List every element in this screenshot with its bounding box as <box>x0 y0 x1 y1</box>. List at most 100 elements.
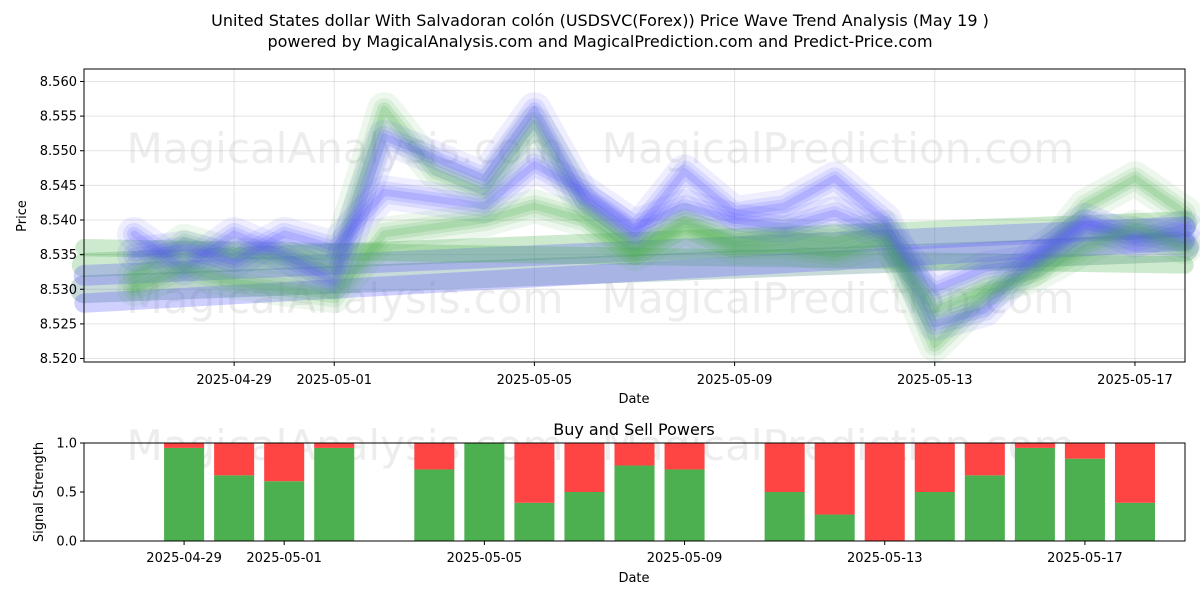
price-x-tick-label: 2025-05-05 <box>497 373 573 388</box>
price-y-tick-label: 8.525 <box>40 317 77 332</box>
sell-power-bar <box>964 443 1005 476</box>
price-wave-line-green <box>117 189 1200 327</box>
price-x-tick-label: 2025-04-29 <box>196 373 272 388</box>
price-wave-line-blue <box>117 92 1200 341</box>
buy-power-bar <box>1114 502 1155 541</box>
price-y-axis-label: Price <box>15 200 30 232</box>
price-wave-series <box>117 92 1200 362</box>
buy-power-bar <box>564 492 605 541</box>
price-wave-line-blue <box>123 98 1196 335</box>
price-wave-line-green <box>123 98 1196 356</box>
price-y-ticks: 8.520 8.525 8.530 8.535 8.540 8.545 8.550 8.555… <box>40 75 84 367</box>
price-wave-line-blue <box>117 147 1200 307</box>
sell-power-bar <box>1064 443 1105 459</box>
price-wave-line-blue <box>127 157 1192 297</box>
sell-power-bar <box>514 443 555 503</box>
trend-band-green <box>75 239 1194 274</box>
buy-power-bar <box>964 475 1005 541</box>
buy-power-bar <box>914 492 955 541</box>
price-wave-line-green <box>127 102 1192 352</box>
buy-power-bar <box>464 443 505 541</box>
signal-y-ticks: 0.0 0.5 1.0 <box>56 437 84 550</box>
price-wave-line-green <box>130 202 1189 314</box>
sell-power-bar <box>164 443 205 448</box>
price-x-axis-label: Date <box>618 392 649 407</box>
price-y-tick-label: 8.550 <box>40 144 77 159</box>
price-x-ticks: 2025-04-29 2025-05-01 2025-05-05 2025-05-09… <box>196 362 1173 388</box>
price-wave-line-green <box>127 199 1192 317</box>
price-y-tick-label: 8.555 <box>40 110 77 125</box>
price-wave-line-blue <box>130 105 1189 328</box>
sell-power-bar <box>1114 443 1155 503</box>
signal-x-axis-label: Date <box>618 571 649 586</box>
buy-power-bar <box>614 465 655 541</box>
buy-power-bar <box>1064 458 1105 541</box>
price-y-tick-label: 8.545 <box>40 179 77 194</box>
price-x-tick-label: 2025-05-13 <box>897 373 973 388</box>
signal-x-tick-label: 2025-05-09 <box>647 551 723 566</box>
price-wave-line-blue <box>123 153 1196 301</box>
signal-bars <box>164 443 1155 541</box>
signal-x-tick-label: 2025-05-17 <box>1047 551 1123 566</box>
sell-power-bar <box>864 443 905 541</box>
price-y-tick-label: 8.535 <box>40 248 77 263</box>
trend-band-blue <box>74 231 1195 313</box>
buy-power-bar <box>514 502 555 541</box>
sell-power-bar <box>314 443 355 448</box>
buy-power-bar <box>814 514 855 541</box>
signal-y-tick-label: 0.0 <box>56 535 77 550</box>
buy-power-bar <box>414 469 455 541</box>
signal-x-tick-label: 2025-05-01 <box>246 551 322 566</box>
buy-power-bar <box>314 447 355 541</box>
trend-band-teal <box>70 233 1199 304</box>
trend-bands <box>70 211 1199 313</box>
sell-power-bar <box>214 443 255 476</box>
sell-power-bar <box>764 443 805 492</box>
buy-power-bar <box>1014 447 1055 541</box>
sell-power-bar <box>814 443 855 515</box>
price-y-tick-label: 8.520 <box>40 352 77 367</box>
sell-power-bar <box>264 443 305 482</box>
buy-power-bar <box>164 447 205 541</box>
price-wave-line-green <box>117 92 1200 362</box>
price-wave-line-green <box>123 195 1196 321</box>
trend-band-green <box>71 211 1198 278</box>
buy-power-bar <box>264 481 305 541</box>
signal-y-tick-label: 0.5 <box>56 486 77 501</box>
buy-power-bar <box>664 469 705 541</box>
price-plot-frame <box>83 68 1186 363</box>
price-wave-line-blue <box>127 102 1192 331</box>
signal-x-ticks: 2025-04-29 2025-05-01 2025-05-05 2025-05-09… <box>146 541 1123 566</box>
price-x-tick-label: 2025-05-09 <box>697 373 773 388</box>
signal-x-tick-label: 2025-04-29 <box>146 551 222 566</box>
sell-power-bar <box>914 443 955 492</box>
signal-chart-title: Buy and Sell Powers <box>553 420 715 439</box>
sell-power-bar <box>564 443 605 492</box>
chart-title: United States dollar With Salvadoran col… <box>211 11 989 30</box>
sell-power-bar <box>664 443 705 470</box>
price-y-tick-label: 8.530 <box>40 283 77 298</box>
buy-power-bar <box>764 492 805 541</box>
watermark-analysis-mid: MagicalAnalysis.com <box>127 274 564 323</box>
price-y-tick-label: 8.560 <box>40 75 77 90</box>
trend-band-blue <box>73 216 1196 286</box>
watermark-prediction-top: MagicalPrediction.com <box>602 124 1075 173</box>
price-wave-line-green <box>130 105 1189 349</box>
sell-power-bar <box>1014 443 1055 448</box>
buy-power-bar <box>214 475 255 541</box>
watermark-prediction-mid: MagicalPrediction.com <box>602 274 1075 323</box>
price-grid <box>84 69 1185 362</box>
price-x-tick-label: 2025-05-01 <box>296 373 372 388</box>
sell-power-bar <box>414 443 455 470</box>
sell-power-bar <box>614 443 655 466</box>
signal-y-tick-label: 1.0 <box>56 437 77 452</box>
signal-x-tick-label: 2025-05-05 <box>447 551 523 566</box>
chart-subtitle: powered by MagicalAnalysis.com and Magic… <box>267 32 932 51</box>
signal-y-axis-label: Signal Strength <box>32 442 47 542</box>
price-wave-line-blue <box>130 161 1189 293</box>
watermark-analysis-top: MagicalAnalysis.com <box>127 124 564 173</box>
price-y-tick-label: 8.540 <box>40 214 77 229</box>
price-x-tick-label: 2025-05-17 <box>1097 373 1173 388</box>
